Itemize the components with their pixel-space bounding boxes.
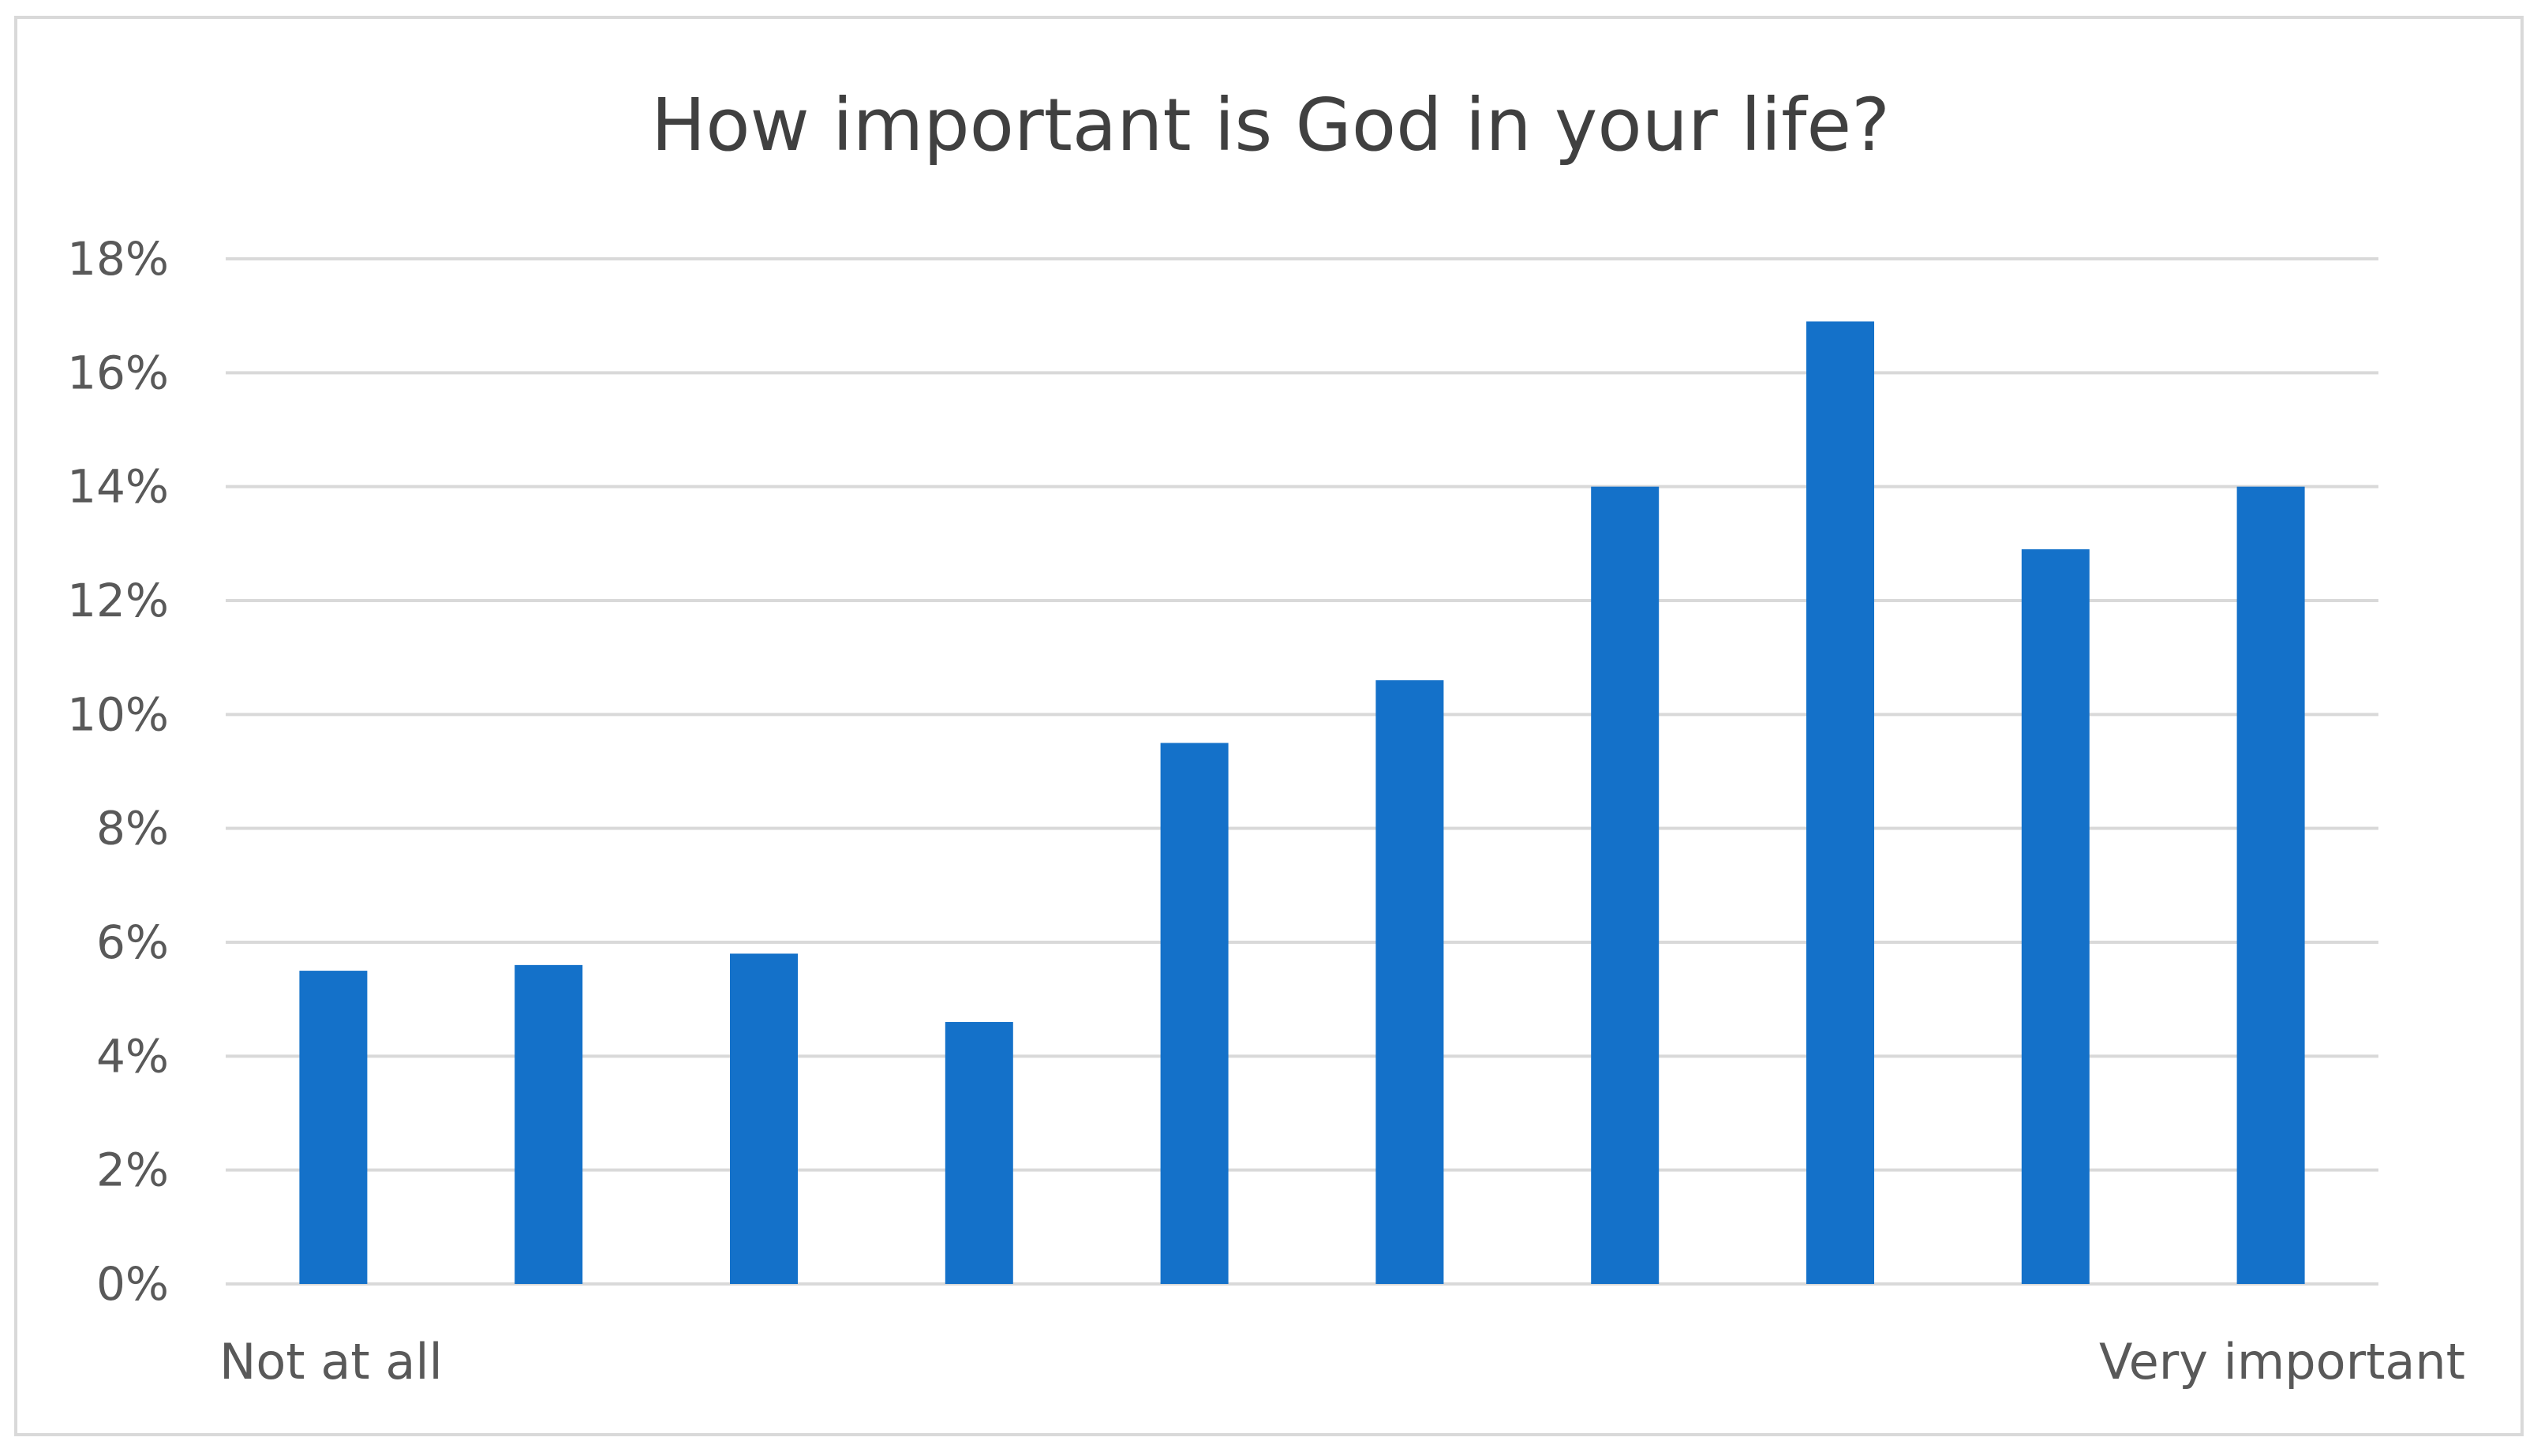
bar-5 bbox=[1160, 743, 1229, 1284]
y-tick-label-6: 6% bbox=[96, 915, 169, 969]
bar-2 bbox=[515, 964, 583, 1284]
y-tick-label-10: 10% bbox=[67, 687, 169, 741]
bar-10 bbox=[2236, 486, 2305, 1284]
bar-4 bbox=[945, 1022, 1013, 1284]
gridlines bbox=[226, 257, 2378, 1286]
y-tick-label-14: 14% bbox=[67, 460, 169, 514]
x-axis-left-label: Not at all bbox=[219, 1333, 443, 1390]
y-tick-label-12: 12% bbox=[67, 574, 169, 627]
y-tick-label-2: 2% bbox=[96, 1143, 169, 1197]
bar-6 bbox=[1375, 680, 1444, 1284]
bar-3 bbox=[730, 953, 798, 1284]
bar-7 bbox=[1591, 486, 1660, 1284]
y-tick-label-16: 16% bbox=[67, 346, 169, 399]
chart-frame bbox=[14, 16, 2524, 1436]
bar-8 bbox=[1806, 321, 1874, 1285]
bar-1 bbox=[299, 971, 368, 1284]
y-axis-ticks: 0% 2% 4% 6% 8% 10% 12% 14% 16% 18% bbox=[67, 232, 169, 1311]
y-tick-label-4: 4% bbox=[96, 1029, 169, 1083]
bars bbox=[299, 321, 2305, 1285]
y-tick-label-18: 18% bbox=[67, 232, 169, 286]
y-tick-label-8: 8% bbox=[96, 802, 169, 855]
chart-title: How important is God in your life? bbox=[651, 83, 1890, 167]
x-axis-right-label: Very important bbox=[2099, 1333, 2465, 1390]
y-tick-label-0: 0% bbox=[96, 1257, 169, 1311]
bar-9 bbox=[2021, 549, 2090, 1284]
